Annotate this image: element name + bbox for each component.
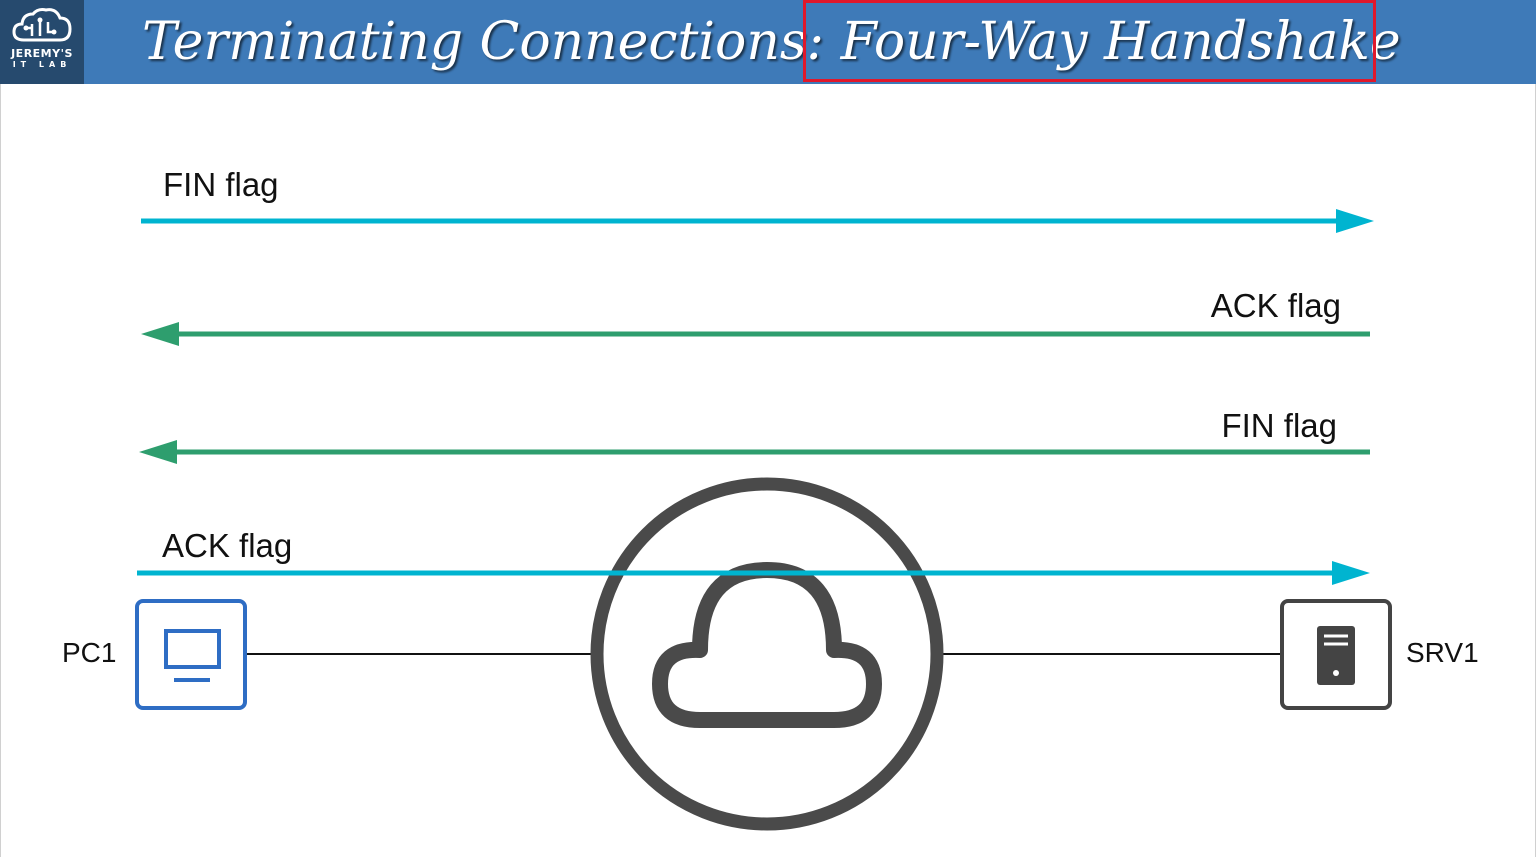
message-arrow-2 (141, 322, 1370, 346)
message-label-2: ACK flag (1210, 287, 1341, 324)
logo: JEREMY'S IT LAB (0, 0, 84, 84)
title-highlight-box (803, 0, 1376, 82)
message-label-1: FIN flag (163, 166, 279, 203)
title-prefix: Terminating Connections: (142, 12, 825, 72)
server-label: SRV1 (1406, 637, 1479, 668)
slide-border-left (0, 84, 1, 857)
cloud-brain-icon (12, 8, 72, 42)
message-arrow-1 (141, 209, 1374, 233)
logo-subtext: IT LAB (12, 60, 72, 69)
message-label-4: ACK flag (162, 527, 293, 564)
pc-label: PC1 (62, 637, 117, 668)
message-arrow-3 (139, 440, 1370, 464)
page-title: Terminating Connections: Four-Way Handsh… (142, 4, 1401, 80)
logo-text: JEREMY'S (11, 47, 73, 60)
title-highlight-text: Four-Way Handshake (840, 12, 1401, 72)
pc-monitor-icon (135, 599, 247, 710)
server-icon (1280, 599, 1392, 710)
message-arrow-4 (137, 561, 1370, 585)
cloud-network-icon (590, 477, 944, 831)
message-label-3: FIN flag (1221, 407, 1337, 444)
title-bar (0, 0, 1536, 84)
